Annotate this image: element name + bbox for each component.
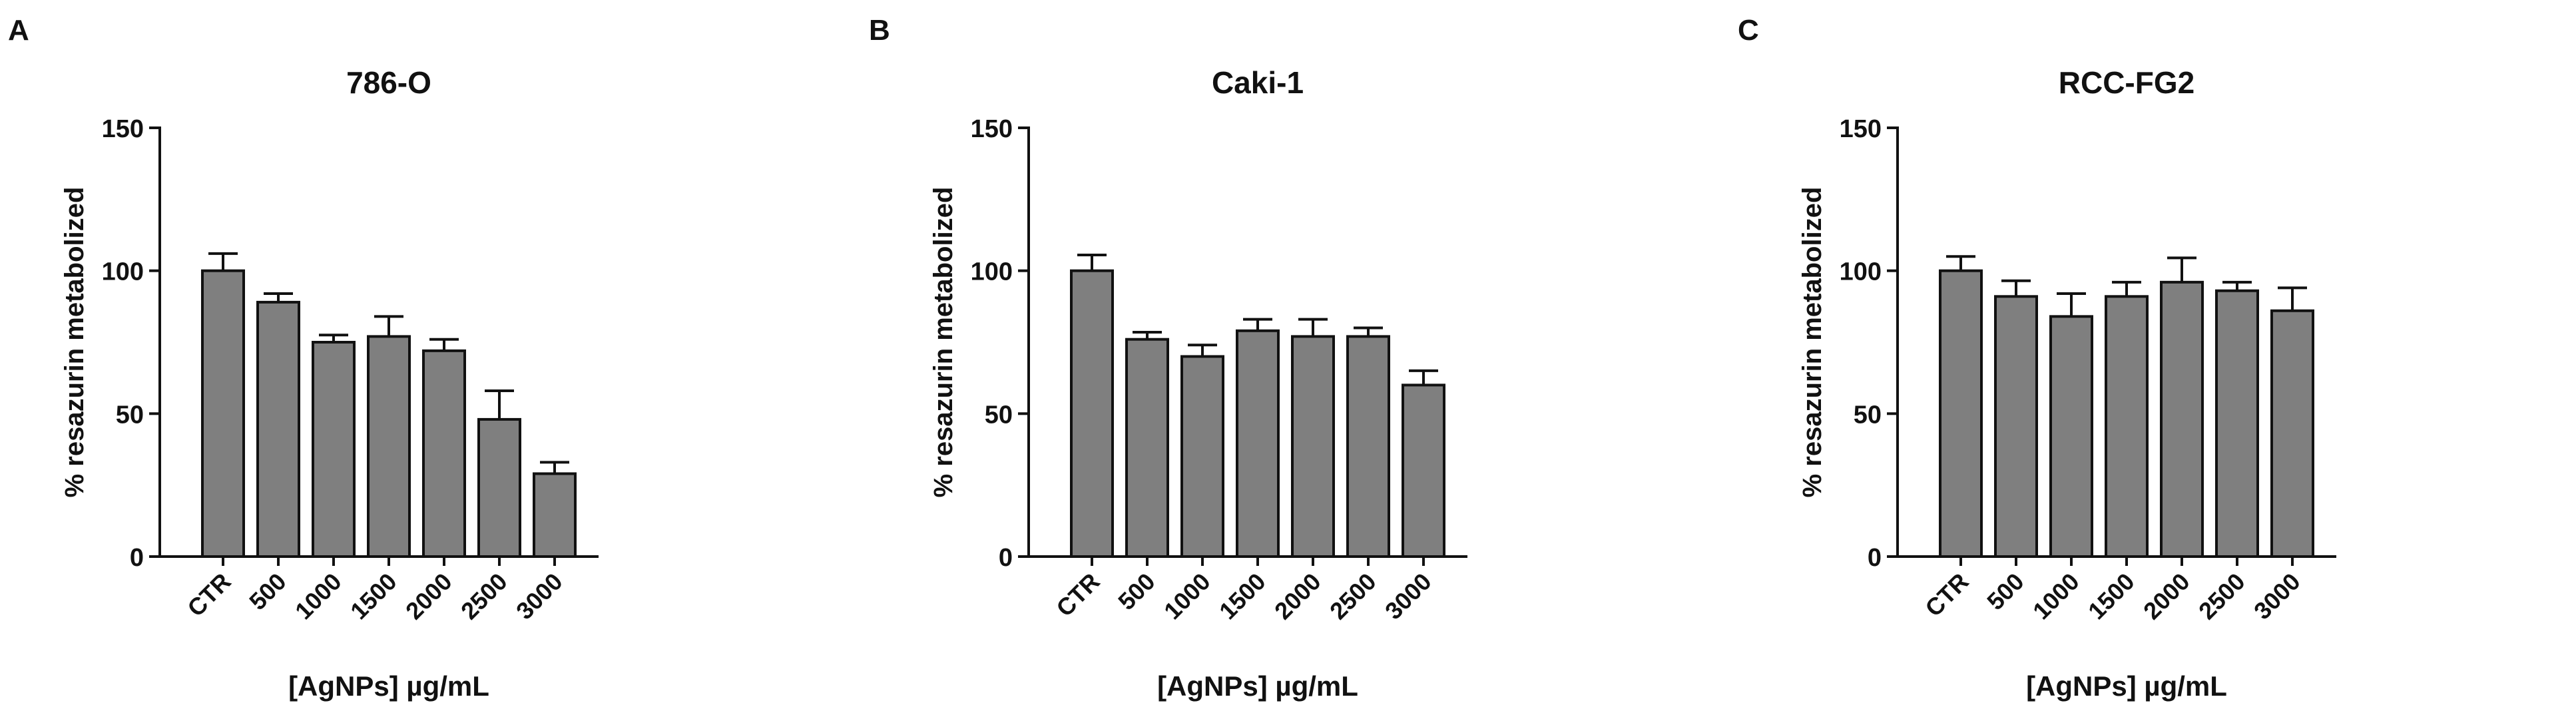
bar-CTR — [1070, 269, 1114, 558]
bar-3000 — [2270, 309, 2314, 558]
bar-2000 — [2160, 280, 2204, 558]
bar-1000 — [1180, 355, 1224, 558]
y-tick-label: 150 — [971, 115, 1013, 143]
y-axis-label: % resazurin metabolized — [60, 187, 89, 498]
x-tick-label: 500 — [1981, 568, 2029, 615]
x-tick-label: CTR — [1051, 568, 1105, 622]
x-tick-label: 1000 — [1159, 568, 1216, 625]
bar-CTR — [1939, 269, 1983, 558]
x-tick-label: 3000 — [2248, 568, 2306, 625]
bar-500 — [1125, 338, 1169, 558]
chart-panel-b: B Caki-1 0 50 100 150 CTR 500100015002000250030… — [869, 14, 1467, 702]
panel-label: B — [869, 14, 890, 47]
x-axis-label: [AgNPs] µg/mL — [2026, 670, 2227, 702]
y-tick-label: 100 — [971, 258, 1013, 286]
bar-1500 — [367, 335, 411, 558]
y-tick-label: 50 — [1854, 401, 1882, 429]
x-tick-label: 3000 — [511, 568, 568, 625]
x-tick-label: CTR — [1920, 568, 1973, 622]
x-tick-label: CTR — [182, 568, 236, 622]
bar-2500 — [477, 417, 521, 558]
y-tick-label: 0 — [999, 544, 1013, 572]
y-tick-label: 150 — [1840, 115, 1882, 143]
y-tick-label: 0 — [130, 544, 144, 572]
chart-title: Caki-1 — [1212, 65, 1304, 100]
chart-title: 786-O — [346, 65, 431, 100]
x-tick-label: 2500 — [1324, 568, 1382, 625]
bar-3000 — [1402, 383, 1445, 559]
y-axis-label: % resazurin metabolized — [1798, 187, 1827, 498]
bar-500 — [1994, 295, 2038, 558]
y-tick-label: 50 — [985, 401, 1013, 429]
bar-2000 — [422, 349, 466, 558]
bar-1000 — [2049, 315, 2093, 558]
x-tick-label: 1000 — [2027, 568, 2085, 625]
y-tick-label: 150 — [102, 115, 144, 143]
x-axis-label: [AgNPs] µg/mL — [1157, 670, 1358, 702]
x-tick-label: 1500 — [345, 568, 402, 625]
x-tick-label: 2500 — [455, 568, 513, 625]
y-axis-label: % resazurin metabolized — [929, 187, 958, 498]
bar-2500 — [1346, 335, 1390, 558]
bar-2500 — [2215, 289, 2259, 558]
panel-label: C — [1738, 14, 1759, 47]
y-tick-label: 100 — [102, 258, 144, 286]
bar-1500 — [2105, 295, 2149, 558]
panel-label: A — [8, 14, 29, 47]
x-tick-label: 1500 — [2083, 568, 2140, 625]
x-tick-label: 2000 — [400, 568, 457, 625]
bar-3000 — [533, 472, 577, 559]
x-tick-label: 1000 — [290, 568, 347, 625]
bar-500 — [256, 300, 300, 558]
chart-panel-c: C RCC-FG2 0 50 100 150 CTR 50010001500200025003… — [1738, 14, 2336, 702]
x-tick-label: 3000 — [1380, 568, 1437, 625]
x-tick-label: 1500 — [1214, 568, 1271, 625]
y-tick-label: 100 — [1840, 258, 1882, 286]
y-tick-label: 0 — [1868, 544, 1882, 572]
chart-panel-a: A 786-O 0 50 100 150 CTR 5001000150020002500300… — [8, 14, 599, 702]
x-axis-label: [AgNPs] µg/mL — [288, 670, 489, 702]
x-tick-label: 500 — [244, 568, 291, 615]
x-tick-label: 2500 — [2193, 568, 2250, 625]
bar-1000 — [312, 341, 356, 558]
bar-CTR — [201, 269, 245, 558]
bar-2000 — [1291, 335, 1335, 558]
x-tick-label: 500 — [1113, 568, 1160, 615]
chart-title: RCC-FG2 — [2059, 65, 2194, 100]
bar-1500 — [1236, 329, 1280, 558]
y-tick-label: 50 — [116, 401, 144, 429]
x-tick-label: 2000 — [2138, 568, 2195, 625]
x-tick-label: 2000 — [1269, 568, 1326, 625]
